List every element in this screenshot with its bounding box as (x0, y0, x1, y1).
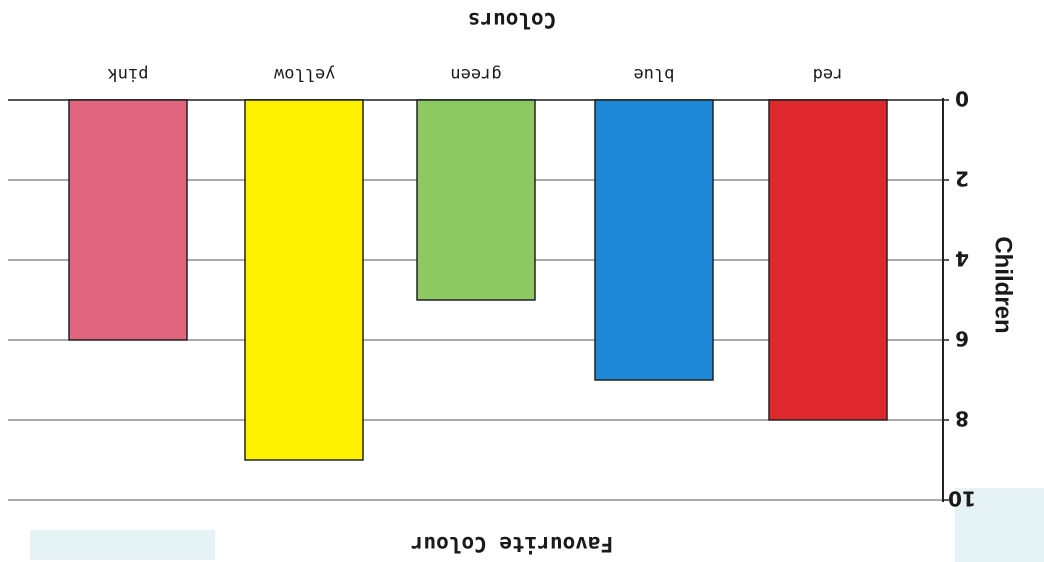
y-axis (942, 98, 949, 502)
bar-yellow (244, 99, 364, 461)
y-tick-label: 4 (955, 247, 969, 271)
category-label-red: red (813, 64, 844, 84)
bar-green (416, 99, 536, 301)
category-label-yellow: yellow (273, 64, 335, 84)
scan-tint-left (30, 530, 215, 560)
y-tick-label: 10 (948, 487, 976, 511)
category-labels: red blue green yellow pink (108, 64, 844, 84)
bar-pink (68, 99, 188, 341)
y-axis-title: Children (990, 236, 1017, 333)
y-tick-labels: 0 2 4 6 8 10 (948, 87, 976, 511)
bar-red (768, 99, 888, 421)
y-tick-label: 0 (955, 87, 969, 111)
y-tick-label: 8 (955, 407, 969, 431)
y-tick-label: 2 (955, 167, 969, 191)
scan-tint-right (955, 488, 1044, 562)
category-label-blue: blue (634, 64, 675, 84)
bar-blue (594, 99, 714, 381)
bars (68, 99, 888, 461)
x-axis-title: Colours (468, 8, 557, 32)
category-label-green: green (450, 64, 501, 84)
footer-title: Favourite Colour (411, 532, 613, 556)
category-label-pink: pink (108, 64, 149, 84)
y-tick-label: 6 (955, 327, 969, 351)
